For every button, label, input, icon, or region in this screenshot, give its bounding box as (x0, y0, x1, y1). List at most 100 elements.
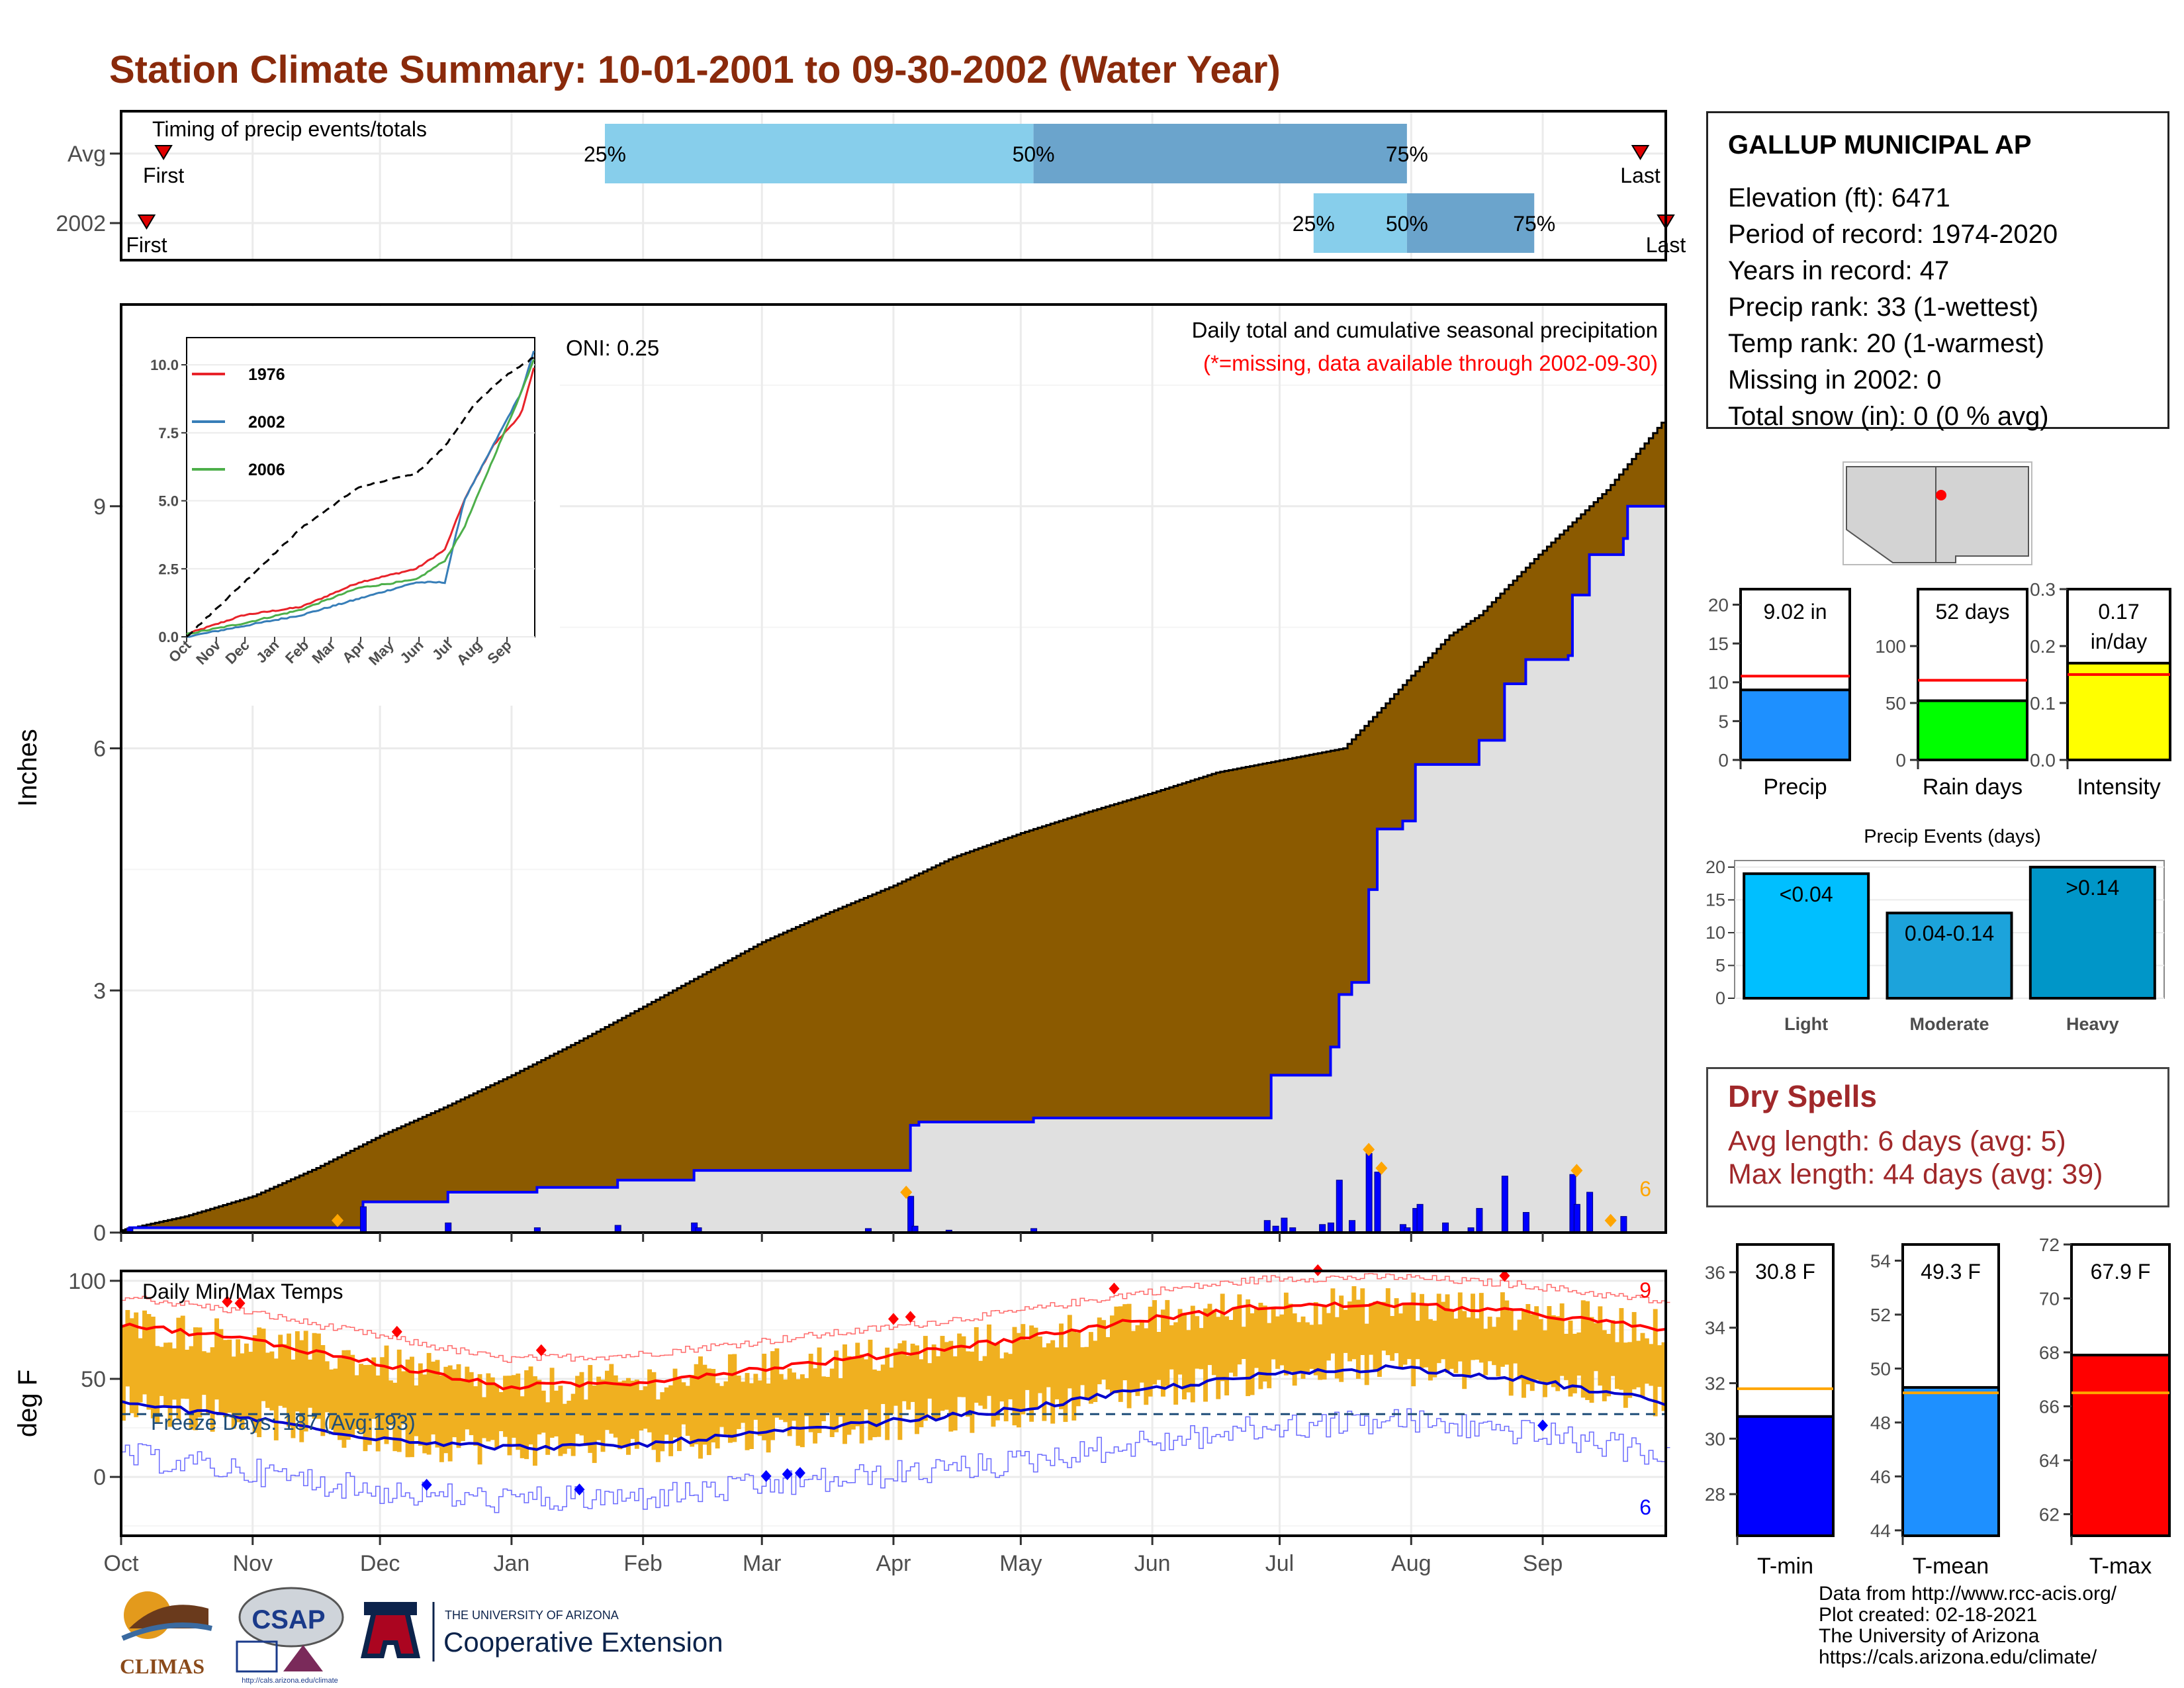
month-label-Jun: Jun (1134, 1551, 1171, 1576)
daily-temp-bar (447, 1365, 453, 1462)
daily-temp-bar (919, 1359, 924, 1428)
gauge-axis-label: Rain days (1923, 774, 2023, 800)
daily-temp-bar (516, 1373, 521, 1450)
daily-temp-bar (1160, 1309, 1165, 1397)
daily-temp-bar (872, 1369, 877, 1438)
daily-temp-bar (792, 1372, 797, 1421)
daily-temp-bar (367, 1364, 372, 1445)
daily-temp-bar (1602, 1330, 1607, 1401)
daily-temp-bar (1292, 1313, 1297, 1386)
page-title: Station Climate Summary: 10-01-2001 to 0… (109, 48, 1281, 91)
ua-top-text: THE UNIVERSITY OF ARIZONA (445, 1609, 619, 1622)
daily-temp-bar (341, 1350, 347, 1448)
daily-temp-bar (401, 1371, 406, 1425)
dry-spells-max: Max length: 44 days (avg: 39) (1728, 1158, 2103, 1190)
daily-temp-bar (1385, 1288, 1390, 1356)
daily-temp-bar (1513, 1330, 1518, 1364)
station-name: GALLUP MUNICIPAL AP (1728, 130, 2032, 160)
tmin-extreme-count: 6 (1639, 1495, 1651, 1519)
daily-temp-bar (227, 1339, 232, 1413)
daily-temp-bar (1075, 1332, 1081, 1407)
daily-temp-bar (1479, 1293, 1484, 1363)
daily-temp-bar (1487, 1317, 1492, 1362)
daily-temp-bar (1297, 1322, 1302, 1373)
daily-temp-bar (600, 1380, 606, 1452)
daily-temp-bar (1169, 1325, 1174, 1370)
daily-temp-bar (503, 1376, 508, 1437)
daily-temp-bar (1661, 1342, 1666, 1411)
daily-temp-bar (1496, 1317, 1501, 1377)
daily-temp-bar (257, 1327, 262, 1438)
freeze-days-label: Freeze Days: 187 (Avg:193) (151, 1411, 416, 1434)
daily-temp-bar (1381, 1301, 1387, 1351)
daily-temp-bar (923, 1336, 928, 1421)
daily-temp-bar (1220, 1293, 1225, 1382)
station-info-panel: GALLUP MUNICIPAL AP Elevation (ft): 6471… (1706, 111, 2169, 431)
daily-temp-bar (1390, 1316, 1395, 1361)
daily-temp-bar (252, 1335, 257, 1433)
daily-temp-bar (435, 1360, 440, 1448)
daily-temp-bar (320, 1344, 326, 1436)
precip-events-category-label: Light (1784, 1014, 1828, 1034)
temp-ytick-label: 0 (93, 1465, 106, 1490)
daily-precip-bar (1349, 1220, 1356, 1233)
extreme-precip-marker (332, 1213, 344, 1227)
daily-temp-bar (961, 1336, 966, 1397)
gauge-ytick-label: 0.1 (2030, 693, 2056, 714)
daily-temp-bar (880, 1364, 886, 1405)
tmin-extreme-marker (794, 1467, 805, 1479)
daily-temp-bar (1003, 1352, 1009, 1422)
gauge-value-label: 52 days (1935, 600, 2009, 624)
daily-temp-bar (537, 1380, 542, 1434)
daily-temp-bar (477, 1374, 482, 1465)
tgauge-value-label: 67.9 F (2091, 1260, 2151, 1284)
map-arizona (1846, 466, 1936, 563)
tgauge-ytick-label: 66 (2039, 1396, 2060, 1417)
month-label-Dec: Dec (360, 1551, 400, 1576)
daily-temp-bar (1097, 1317, 1102, 1385)
daily-precip-bar (1281, 1217, 1288, 1233)
daily-temp-bar (970, 1351, 975, 1433)
daily-precip-bar (1620, 1216, 1627, 1233)
daily-temp-bar (299, 1340, 304, 1442)
cumulative-2002-area (121, 504, 1666, 1233)
daily-temp-bar (1360, 1288, 1365, 1356)
dry-spells-avg: Avg length: 6 days (avg: 5) (1728, 1125, 2066, 1157)
daily-temp-bar (1322, 1306, 1327, 1380)
daily-temp-bar (1534, 1306, 1539, 1380)
daily-temp-bar (1304, 1322, 1310, 1373)
precip-ytick-label: 6 (93, 737, 106, 762)
daily-temp-bar (460, 1380, 465, 1441)
tgauge-axis-label: T-min (1757, 1554, 1813, 1579)
daily-temp-bar (265, 1352, 270, 1408)
daily-temp-bar (1246, 1299, 1251, 1397)
timing-bar-50-75 (1033, 124, 1407, 183)
daily-temp-bar (1250, 1313, 1255, 1395)
csap-logo: CSAP http://cals.arizona.edu/climate (230, 1579, 349, 1685)
tgauge-ytick-label: 34 (1705, 1318, 1725, 1338)
daily-temp-bar (766, 1383, 771, 1453)
daily-temp-bar (520, 1396, 525, 1458)
daily-temp-bar (1105, 1336, 1111, 1390)
daily-temp-bar (1441, 1301, 1446, 1360)
tgauge-ytick-label: 54 (1870, 1250, 1891, 1271)
daily-temp-bar (1309, 1325, 1314, 1369)
daily-temp-bar (1203, 1308, 1208, 1402)
daily-temp-bar (1420, 1293, 1425, 1368)
daily-temp-bar (163, 1342, 169, 1406)
daily-temp-bar (214, 1318, 219, 1400)
gauge-ytick-label: 50 (1886, 693, 1906, 714)
daily-temp-bar (944, 1342, 949, 1410)
daily-temp-bar (558, 1385, 563, 1456)
daily-temp-bar (1088, 1332, 1093, 1404)
daily-temp-bar (885, 1347, 890, 1440)
timing-first-label: First (126, 233, 167, 257)
daily-temp-bar (396, 1349, 402, 1452)
dry-spells-panel: Dry Spells Avg length: 6 days (avg: 5) M… (1706, 1067, 2169, 1207)
daily-temp-bar (532, 1376, 537, 1466)
daily-temp-bar (668, 1385, 674, 1456)
extreme-precip-marker (1363, 1143, 1375, 1156)
temp-ytick-label: 50 (81, 1367, 106, 1392)
daily-temp-bar (1267, 1323, 1272, 1389)
